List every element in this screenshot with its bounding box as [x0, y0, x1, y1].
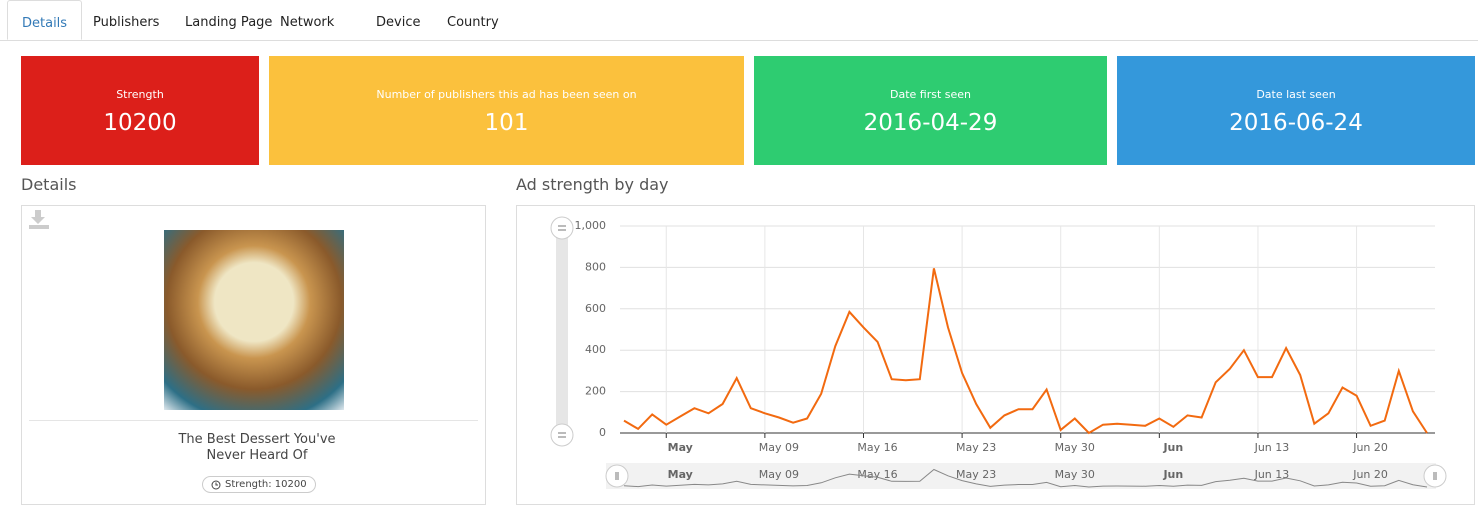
tab[interactable]: Details — [7, 0, 83, 40]
tab[interactable]: Landing Page — [185, 15, 273, 30]
card-value: 2016-06-24 — [1229, 110, 1363, 136]
navigator-label: Jun — [1162, 468, 1183, 481]
chart-title: Ad strength by day — [516, 175, 669, 194]
navigator-handle[interactable] — [605, 464, 629, 488]
navigator-label: May 09 — [759, 468, 799, 481]
y-tick-label: 1,000 — [575, 219, 607, 232]
y-handle[interactable] — [550, 216, 574, 240]
card-value: 2016-04-29 — [863, 110, 998, 136]
x-tick-label: May 09 — [759, 441, 799, 454]
handle-grip — [1433, 472, 1437, 480]
tab[interactable]: Country — [447, 15, 499, 30]
navigator-label: May 23 — [956, 468, 996, 481]
y-tick-label: 800 — [585, 260, 606, 273]
x-tick-label: Jun — [1162, 441, 1183, 454]
badge-text: Strength: 10200 — [225, 479, 307, 490]
handle-grip — [615, 472, 619, 480]
card-label: Number of publishers this ad has been se… — [376, 88, 637, 101]
x-tick-label: May 16 — [857, 441, 897, 454]
navigator-label: Jun 13 — [1254, 468, 1290, 481]
details-heading: Details — [21, 175, 77, 194]
card-value: 101 — [484, 110, 529, 136]
clock-icon — [211, 480, 221, 490]
y-tick-label: 600 — [585, 302, 606, 315]
navigator-label: Jun 20 — [1352, 468, 1388, 481]
card-value: 10200 — [103, 110, 177, 136]
navigator-label: May — [668, 468, 693, 481]
stat-card: Number of publishers this ad has been se… — [269, 56, 744, 165]
tab[interactable]: Publishers — [93, 15, 160, 30]
stat-card: Date first seen 2016-04-29 — [754, 56, 1107, 165]
tab-bar: Details Publishers Landing Page Network Devi… — [0, 0, 1478, 41]
x-tick-label: May — [668, 441, 693, 454]
y-tick-label: 0 — [599, 426, 606, 439]
tab[interactable]: Network — [280, 15, 335, 30]
x-tick-label: Jun 20 — [1352, 441, 1388, 454]
y-scroll-track — [556, 226, 568, 436]
chart-panel: 0 200 400 600 800 1,000 May May May 09 May 09 May … — [516, 205, 1475, 505]
x-tick-label: Jun 13 — [1254, 441, 1290, 454]
strength-badge: Strength: 10200 — [202, 476, 316, 493]
x-tick-label: May 23 — [956, 441, 996, 454]
x-tick-label: May 30 — [1055, 441, 1095, 454]
stat-card: Date last seen 2016-06-24 — [1117, 56, 1475, 165]
tab[interactable]: Device — [376, 15, 421, 30]
card-label: Strength — [116, 88, 164, 101]
details-panel: The Best Dessert You've Never Heard Of S… — [21, 205, 486, 505]
stat-card: Strength 10200 — [21, 56, 259, 165]
navigator-handle[interactable] — [1423, 464, 1447, 488]
y-tick-label: 200 — [585, 385, 606, 398]
navigator-label: May 16 — [857, 468, 897, 481]
card-label: Date first seen — [889, 88, 972, 101]
y-handle-grip — [558, 225, 566, 231]
line-series — [623, 268, 1428, 435]
ad-image — [164, 230, 344, 410]
divider — [29, 420, 478, 421]
download-icon[interactable] — [27, 208, 51, 230]
ad-title: The Best Dessert You've Never Heard Of — [178, 432, 336, 463]
card-label: Date last seen — [1256, 88, 1336, 101]
y-tick-label: 400 — [585, 343, 606, 356]
navigator-series — [623, 468, 1428, 488]
y-handle[interactable] — [550, 423, 574, 447]
navigator-label: May 30 — [1055, 468, 1095, 481]
y-handle-grip — [558, 432, 566, 438]
chart: 0 200 400 600 800 1,000 May May May 09 May 09 May … — [550, 216, 1447, 489]
